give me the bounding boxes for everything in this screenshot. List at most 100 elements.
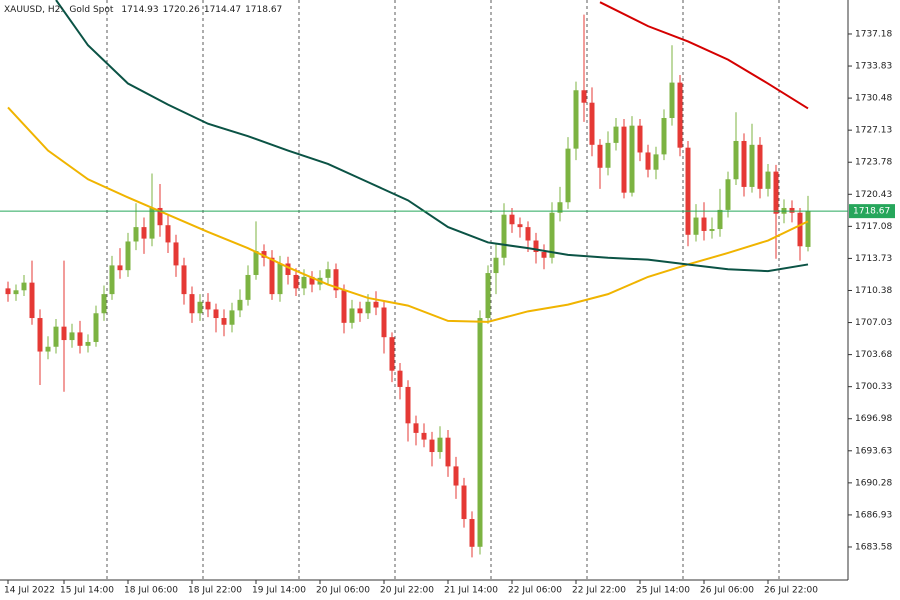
- candle-body: [749, 144, 755, 187]
- candle-body: [293, 274, 299, 289]
- y-tick-label: 1733.83: [855, 62, 892, 72]
- candle-body: [741, 140, 747, 187]
- candle-body: [797, 212, 803, 247]
- x-tick-label: 18 Jul 22:00: [188, 586, 242, 596]
- candle-body: [197, 301, 203, 314]
- candle-body: [565, 148, 571, 203]
- candle-body: [765, 171, 771, 189]
- x-tick-label: 20 Jul 06:00: [316, 586, 370, 596]
- y-tick-label: 1690.28: [855, 478, 892, 488]
- candle-body: [677, 82, 683, 148]
- candle-body: [653, 154, 659, 170]
- y-tick-label: 1727.13: [855, 126, 892, 136]
- candle-body: [613, 126, 619, 143]
- candle-body: [757, 144, 763, 189]
- candle-body: [309, 276, 315, 285]
- x-tick-label: 18 Jul 06:00: [124, 586, 178, 596]
- y-tick-label: 1730.48: [855, 94, 892, 104]
- candle-body: [101, 294, 107, 314]
- x-tick-label: 14 Jul 2022: [4, 586, 55, 596]
- candle-body: [421, 432, 427, 440]
- candle-body: [301, 276, 307, 289]
- candle-body: [261, 251, 267, 258]
- candle-body: [701, 217, 707, 231]
- candle-body: [221, 318, 227, 325]
- y-tick-label: 1703.68: [855, 350, 892, 360]
- y-tick-label: 1700.33: [855, 382, 892, 392]
- candle-body: [581, 90, 587, 103]
- x-tick-label: 21 Jul 14:00: [444, 586, 498, 596]
- x-tick-label: 26 Jul 06:00: [700, 586, 754, 596]
- y-tick-label: 1707.03: [855, 318, 892, 328]
- candle-body: [69, 332, 75, 341]
- candle-body: [805, 211, 811, 247]
- axes: 1737.18 1733.83 1730.48 1727.13 1723.78 1720.…: [0, 29, 895, 596]
- candle-body: [397, 370, 403, 387]
- y-tick-label: 1717.08: [855, 222, 892, 232]
- candle-body: [693, 217, 699, 235]
- high-value: 1720.26: [163, 5, 200, 15]
- candle-body: [541, 252, 547, 258]
- candle-body: [165, 225, 171, 243]
- candle-body: [213, 309, 219, 319]
- current-price-label: 1718.67: [853, 207, 890, 217]
- candle-body: [29, 282, 35, 319]
- candle-body: [93, 313, 99, 342]
- candle-body: [533, 240, 539, 253]
- candle-body: [85, 341, 91, 346]
- moving-average: [7, 106, 809, 323]
- y-tick-label: 1686.93: [855, 510, 892, 520]
- candle-body: [373, 301, 379, 308]
- candle-body: [501, 214, 507, 258]
- candle-body: [157, 207, 163, 226]
- x-tick-label: 19 Jul 14:00: [252, 586, 306, 596]
- candle-body: [509, 214, 515, 225]
- chart-header: XAUUSD, H2: Gold Spot 1714.93 1720.26 1714.4…: [4, 5, 282, 15]
- candle-body: [125, 241, 131, 271]
- candle-body: [685, 147, 691, 235]
- low-value: 1714.47: [204, 5, 241, 15]
- candle-body: [277, 263, 283, 295]
- candle-body: [141, 227, 147, 239]
- candle-body: [245, 274, 251, 300]
- candle-body: [365, 301, 371, 314]
- x-tick-label: 15 Jul 14:00: [60, 586, 114, 596]
- candle-body: [341, 290, 347, 323]
- symbol: XAUUSD, H2:: [4, 5, 63, 15]
- candle-body: [189, 294, 195, 314]
- candle-body: [253, 251, 259, 275]
- candles: [5, 14, 811, 558]
- candle-body: [357, 308, 363, 314]
- candle-body: [173, 242, 179, 266]
- grid: [106, 0, 780, 580]
- candle-body: [285, 263, 291, 275]
- x-tick-label: 22 Jul 22:00: [572, 586, 626, 596]
- candle-body: [517, 224, 523, 228]
- candle-body: [21, 282, 27, 291]
- candle-body: [469, 519, 475, 547]
- candle-body: [733, 140, 739, 180]
- candle-body: [269, 257, 275, 295]
- candle-body: [237, 299, 243, 311]
- candle-body: [381, 307, 387, 338]
- candle-body: [725, 179, 731, 210]
- candle-body: [645, 152, 651, 170]
- candle-body: [333, 269, 339, 291]
- candle-body: [405, 386, 411, 424]
- candle-body: [389, 337, 395, 371]
- description: Gold Spot: [69, 5, 113, 15]
- x-tick-label: 25 Jul 14:00: [636, 586, 690, 596]
- candle-body: [77, 332, 83, 346]
- moving-average: [55, 0, 809, 273]
- candle-body: [557, 202, 563, 213]
- candle-body: [637, 125, 643, 153]
- candle-body: [789, 207, 795, 213]
- candle-body: [349, 308, 355, 323]
- candle-body: [773, 171, 779, 214]
- candle-body: [133, 227, 139, 242]
- y-tick-label: 1720.43: [855, 190, 892, 200]
- y-tick-label: 1693.63: [855, 446, 892, 456]
- y-tick-label: 1723.78: [855, 158, 892, 168]
- candle-body: [109, 265, 115, 295]
